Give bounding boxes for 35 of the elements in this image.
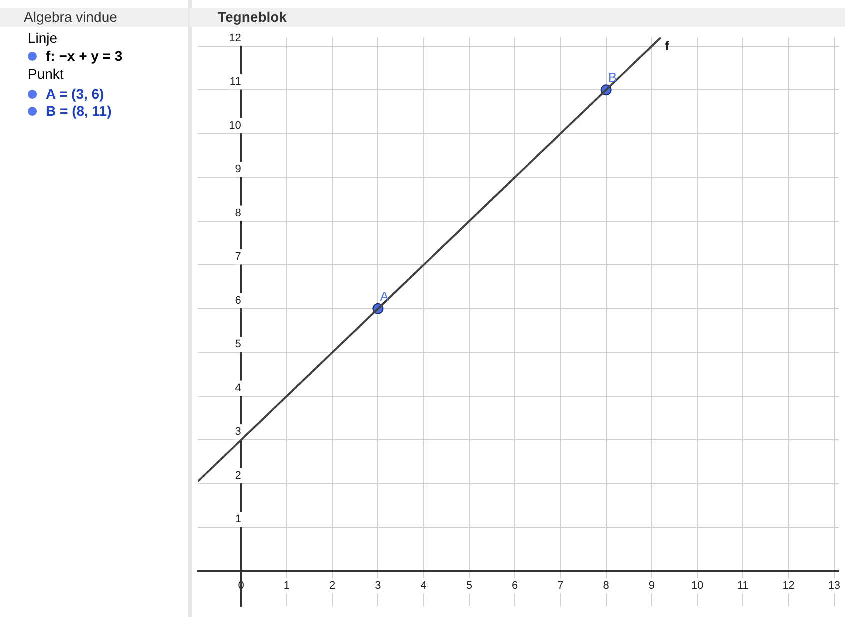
text: A = (3, 6) (46, 86, 104, 102)
y-tick-label: 5 (235, 338, 242, 351)
y-tick-label: 10 (229, 120, 242, 132)
x-tick-label: 12 (782, 580, 795, 592)
y-tick-label: 9 (235, 164, 242, 176)
x-tick-label: 6 (512, 580, 518, 592)
x-tick-label: 2 (330, 580, 336, 592)
y-tick-label: 11 (230, 76, 242, 88)
y-tick-label: 6 (235, 294, 242, 307)
x-tick-label: 11 (737, 580, 749, 592)
x-tick-label: 13 (828, 580, 841, 592)
series-label: B (608, 70, 617, 86)
text: Algebra vindue (0, 8, 188, 27)
text: Linje (28, 30, 58, 46)
text: B = (8, 11) (46, 103, 112, 119)
x-tick-label: 3 (375, 580, 382, 592)
x-tick-label: 7 (558, 580, 564, 592)
text: f: −x + y = 3 (46, 48, 123, 64)
chart-title: Tegneblok (190, 8, 845, 27)
x-tick-label: 8 (603, 580, 610, 592)
y-tick-label: 7 (235, 251, 242, 264)
y-tick-label: 1 (235, 514, 242, 526)
text: Punkt (28, 66, 64, 82)
x-tick-label: 4 (420, 580, 427, 592)
y-tick-label: 8 (235, 207, 242, 220)
x-tick-label: 10 (691, 580, 704, 592)
y-tick-label: 3 (235, 426, 242, 438)
x-tick-label: 9 (648, 580, 656, 592)
y-tick-label: 4 (235, 382, 242, 394)
x-tick-label: 1 (284, 580, 290, 592)
y-tick-label: 2 (235, 470, 242, 482)
y-tick-label: 12 (229, 32, 242, 44)
x-tick-label: 5 (466, 580, 473, 592)
series-label: f (665, 38, 670, 54)
series-label: A (380, 288, 390, 304)
